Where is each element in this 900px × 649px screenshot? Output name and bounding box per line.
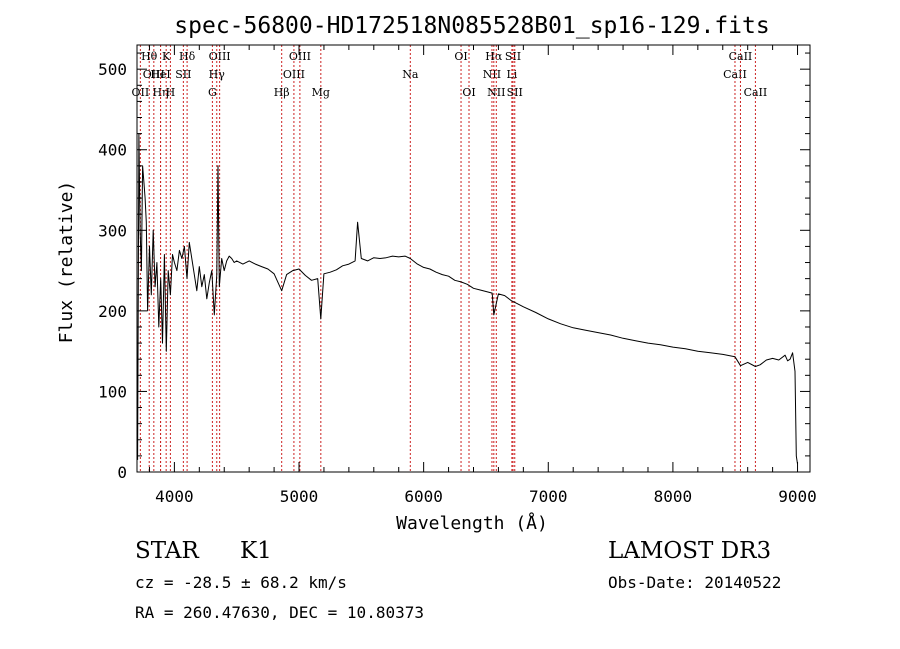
- line-label: Hγ: [209, 68, 226, 81]
- line-label: HeI: [150, 68, 170, 81]
- y-axis: 0 100 200 300 400 500: [98, 52, 810, 482]
- x-tick-label: 9000: [778, 487, 817, 506]
- line-label: SII: [175, 68, 191, 81]
- line-label: OIII: [209, 50, 231, 63]
- line-label: SII: [507, 86, 523, 99]
- object-class: STAR: [135, 538, 199, 564]
- line-label: H: [166, 86, 176, 99]
- y-tick-label: 300: [98, 221, 127, 240]
- line-label: CaII: [723, 68, 747, 81]
- x-tick-label: 8000: [654, 487, 693, 506]
- y-tick-label: 100: [98, 382, 127, 401]
- line-label: Na: [402, 68, 419, 81]
- spectral-line-markers: OII Hθ OIII Hη K HeI H SII Hδ G Hγ OIII Hβ OIII OIII Mg…: [132, 45, 768, 472]
- plot-frame: [136, 44, 811, 473]
- line-label: NII: [487, 86, 505, 99]
- x-axis-label: Wavelength (Å): [396, 512, 548, 534]
- coordinates: RA = 260.47630, DEC = 10.80373: [135, 603, 424, 622]
- line-label: OII: [132, 86, 150, 99]
- line-label: OI: [454, 50, 467, 63]
- spectrum-line: [137, 133, 798, 464]
- spectrum-layer: [137, 133, 798, 464]
- observation-date: Obs-Date: 20140522: [608, 573, 782, 592]
- x-axis: 4000 5000 6000 7000 8000 9000: [148, 45, 817, 506]
- line-label: Hβ: [274, 86, 290, 99]
- line-label: G: [208, 86, 217, 99]
- y-tick-label: 500: [98, 60, 127, 79]
- y-axis-label: Flux (relative): [56, 181, 77, 344]
- line-label: CaII: [729, 50, 753, 63]
- line-label: OIII: [283, 68, 305, 81]
- x-tick-label: 5000: [280, 487, 319, 506]
- line-label: Hη: [152, 86, 168, 99]
- survey-name: LAMOST DR3: [608, 538, 772, 564]
- line-label: Hθ: [141, 50, 158, 63]
- x-tick-label: 7000: [529, 487, 568, 506]
- y-tick-label: 400: [98, 141, 127, 160]
- line-label: Mg: [312, 86, 330, 99]
- x-tick-label: 4000: [155, 487, 194, 506]
- y-tick-label: 200: [98, 302, 127, 321]
- line-label: K: [162, 50, 171, 63]
- line-label: OIII: [289, 50, 311, 63]
- object-subclass: K1: [240, 538, 272, 564]
- line-label: CaII: [744, 86, 768, 99]
- line-label: OI: [462, 86, 475, 99]
- line-label: Hδ: [179, 50, 196, 63]
- line-label: SII: [505, 50, 521, 63]
- chart-title: spec-56800-HD172518N085528B01_sp16-129.f…: [174, 13, 769, 39]
- line-label: Li: [506, 68, 517, 81]
- line-label: NII: [483, 68, 501, 81]
- redshift-cz: cz = -28.5 ± 68.2 km/s: [135, 573, 347, 592]
- line-label: OIII: [143, 68, 165, 81]
- x-tick-label: 6000: [404, 487, 443, 506]
- line-label: Hα: [485, 50, 503, 63]
- y-tick-label: 0: [117, 463, 127, 482]
